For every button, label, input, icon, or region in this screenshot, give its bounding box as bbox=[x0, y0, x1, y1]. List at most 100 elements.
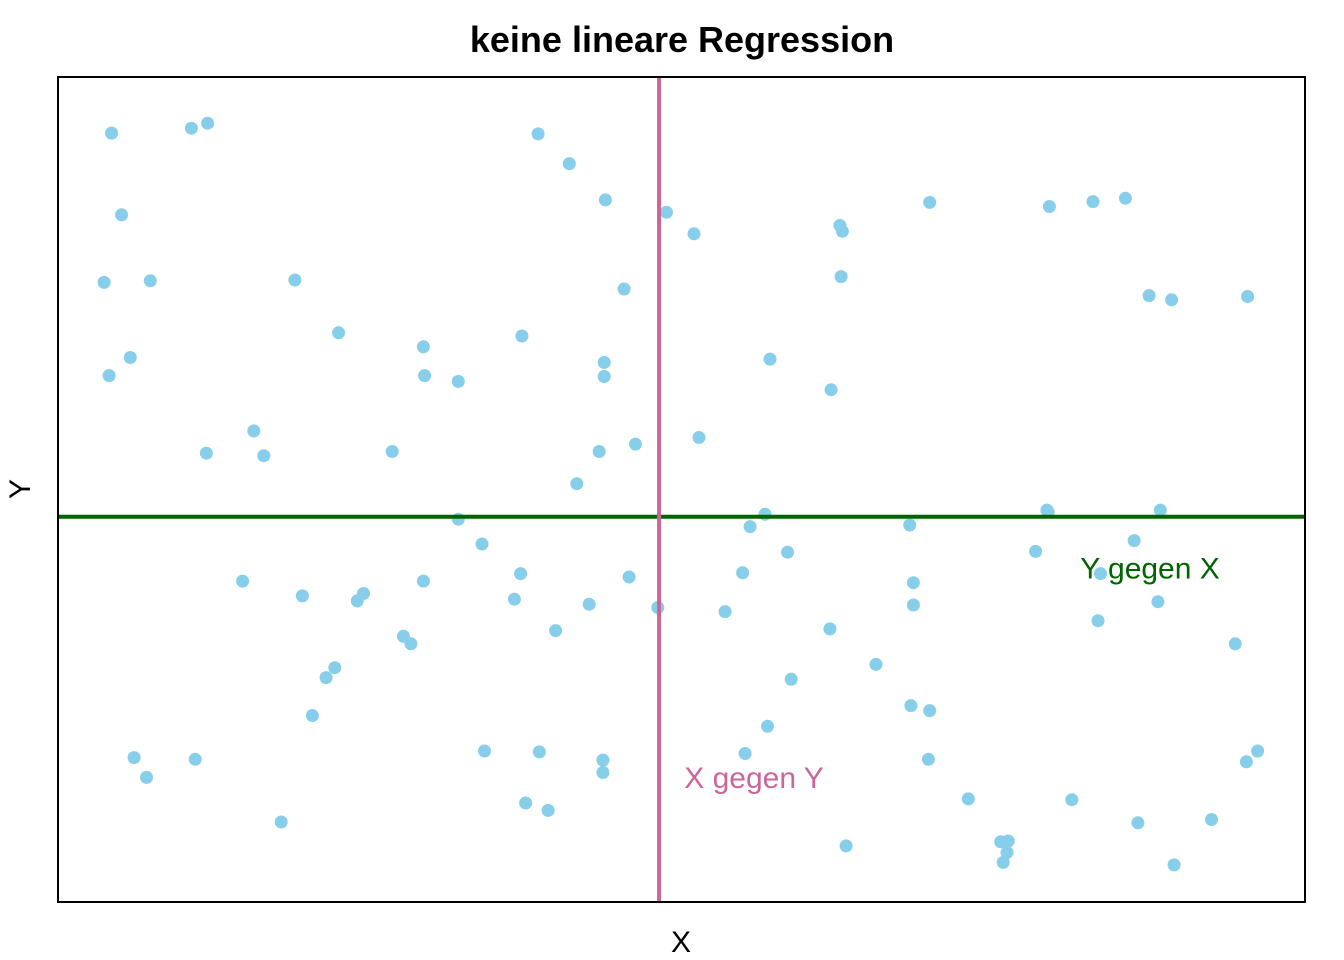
data-point bbox=[758, 507, 772, 521]
plot-frame bbox=[57, 76, 1306, 903]
data-point bbox=[328, 661, 342, 675]
data-point bbox=[921, 752, 935, 766]
data-point bbox=[519, 796, 533, 810]
data-point bbox=[592, 445, 606, 458]
data-point bbox=[570, 477, 584, 491]
data-point bbox=[532, 745, 546, 759]
data-point bbox=[451, 512, 465, 526]
data-point bbox=[763, 352, 777, 366]
data-point bbox=[582, 597, 596, 611]
data-point bbox=[385, 445, 399, 458]
data-point bbox=[906, 598, 920, 612]
data-point bbox=[257, 449, 271, 463]
data-point bbox=[1118, 191, 1132, 205]
label-x-on-y: X gegen Y bbox=[684, 762, 824, 795]
data-point bbox=[1127, 534, 1141, 548]
data-point bbox=[1001, 834, 1015, 848]
data-point bbox=[102, 369, 116, 383]
data-point bbox=[416, 340, 430, 354]
data-point bbox=[687, 227, 701, 241]
data-point bbox=[531, 127, 545, 141]
data-point bbox=[1241, 290, 1255, 303]
data-point bbox=[140, 770, 153, 784]
data-point bbox=[597, 370, 611, 383]
data-point bbox=[617, 282, 631, 296]
data-point bbox=[201, 116, 215, 130]
data-point bbox=[1131, 816, 1145, 830]
data-point bbox=[736, 566, 750, 580]
data-point bbox=[823, 622, 837, 636]
points-layer bbox=[97, 116, 1265, 872]
data-point bbox=[596, 753, 610, 767]
data-point bbox=[622, 570, 636, 584]
data-point bbox=[1000, 846, 1014, 859]
data-point bbox=[97, 275, 111, 289]
data-point bbox=[597, 355, 611, 369]
data-point bbox=[123, 351, 137, 364]
data-point bbox=[1165, 293, 1179, 307]
data-point bbox=[247, 424, 261, 438]
data-point bbox=[869, 657, 883, 671]
data-point bbox=[507, 592, 521, 606]
data-point bbox=[515, 329, 529, 343]
data-point bbox=[1142, 289, 1156, 303]
data-point bbox=[451, 374, 465, 388]
data-point bbox=[784, 672, 798, 686]
data-point bbox=[692, 431, 706, 444]
data-point bbox=[1091, 614, 1105, 628]
data-point bbox=[332, 326, 346, 340]
data-point bbox=[743, 520, 757, 534]
chart-title: keine lineare Regression bbox=[470, 19, 894, 60]
label-y-on-x: Y gegen X bbox=[1080, 553, 1220, 586]
data-point bbox=[1251, 744, 1265, 758]
data-point bbox=[961, 792, 975, 806]
data-point bbox=[562, 157, 576, 171]
data-point bbox=[628, 437, 642, 451]
data-point bbox=[514, 567, 528, 581]
data-point bbox=[236, 574, 250, 588]
data-point bbox=[305, 709, 319, 722]
data-point bbox=[1153, 503, 1167, 517]
data-point bbox=[115, 208, 129, 222]
data-point bbox=[738, 747, 752, 760]
data-point bbox=[718, 605, 732, 619]
data-point bbox=[1228, 637, 1242, 651]
data-point bbox=[143, 274, 157, 288]
data-point bbox=[834, 270, 848, 284]
data-point bbox=[199, 446, 213, 460]
data-point bbox=[188, 752, 202, 766]
data-point bbox=[288, 273, 302, 287]
data-point bbox=[274, 815, 288, 829]
data-point bbox=[319, 671, 333, 685]
data-point bbox=[416, 574, 430, 588]
data-point bbox=[295, 589, 309, 603]
data-point bbox=[541, 803, 555, 817]
data-point bbox=[903, 518, 917, 532]
data-point bbox=[761, 719, 774, 733]
data-point bbox=[478, 744, 491, 758]
data-point bbox=[996, 855, 1010, 869]
x-axis-label: X bbox=[671, 926, 691, 959]
data-point bbox=[1086, 195, 1100, 209]
data-point bbox=[1167, 858, 1181, 872]
data-point bbox=[906, 576, 920, 590]
data-point bbox=[923, 195, 937, 209]
data-point bbox=[835, 224, 849, 238]
data-point bbox=[824, 383, 838, 397]
data-point bbox=[839, 839, 853, 853]
data-point bbox=[549, 624, 563, 638]
data-point bbox=[350, 594, 364, 608]
data-point bbox=[1239, 755, 1253, 769]
data-point bbox=[184, 121, 198, 135]
data-point bbox=[923, 704, 937, 718]
y-axis-label: Y bbox=[4, 479, 37, 499]
data-point bbox=[475, 537, 489, 551]
data-point bbox=[781, 545, 794, 559]
data-point bbox=[1029, 544, 1043, 558]
data-point bbox=[418, 369, 432, 383]
data-point bbox=[1065, 793, 1079, 807]
data-point bbox=[127, 751, 141, 765]
data-point bbox=[904, 699, 918, 713]
data-point bbox=[1040, 503, 1054, 517]
data-point bbox=[596, 766, 610, 779]
